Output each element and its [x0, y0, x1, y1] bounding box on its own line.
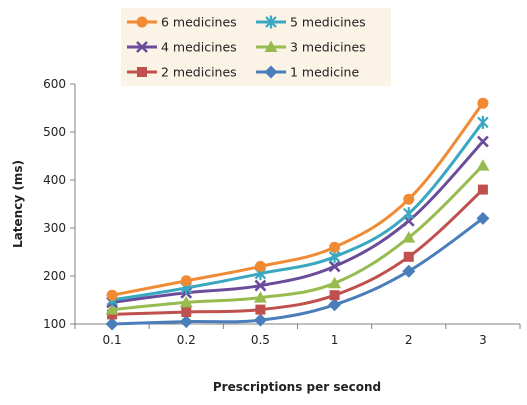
legend-item: 1 medicine: [256, 65, 359, 80]
legend-item: 5 medicines: [256, 15, 366, 30]
x-ticks: 0.1 0.2 0.5 1 2 3: [74, 324, 521, 347]
x-tick-label: 2: [405, 333, 413, 347]
series-line: [111, 164, 484, 312]
legend-item: 4 medicines: [127, 40, 237, 55]
data-point-marker: [402, 264, 416, 278]
series-line: [111, 140, 485, 304]
legend-swatch-marker: [265, 15, 277, 29]
data-point-marker: [402, 231, 416, 243]
series-6-medicines: [106, 97, 489, 301]
legend-item: 2 medicines: [127, 65, 237, 80]
data-point-marker: [255, 304, 266, 315]
series-line: [112, 217, 484, 326]
legend-label: 1 medicine: [290, 65, 359, 80]
legend: 6 medicines 5 medicines 4 medicines 3 medic…: [127, 15, 366, 80]
data-point-marker: [329, 290, 340, 301]
y-tick-label: 200: [43, 269, 66, 283]
data-point-marker: [181, 307, 192, 317]
legend-item: 6 medicines: [127, 15, 237, 30]
legend-swatch-marker: [264, 40, 278, 52]
legend-label: 4 medicines: [161, 40, 237, 55]
data-point-marker: [477, 115, 489, 129]
y-tick-label: 600: [43, 77, 66, 91]
data-point-marker: [476, 211, 490, 225]
data-point-marker: [328, 298, 342, 312]
y-tick-label: 400: [43, 173, 66, 187]
legend-label: 5 medicines: [290, 15, 366, 30]
legend-swatch-marker: [136, 16, 148, 28]
series-4-medicines: [106, 135, 489, 309]
data-point-marker: [179, 295, 193, 308]
y-tick-label: 100: [43, 317, 66, 331]
y-tick-label: 500: [43, 125, 66, 139]
data-point-marker: [253, 291, 267, 303]
data-point-marker: [180, 275, 192, 287]
x-axis-title: Prescriptions per second: [213, 380, 381, 394]
series-group: [105, 97, 490, 331]
data-point-marker: [106, 289, 118, 301]
y-tick-label: 300: [43, 221, 66, 235]
data-point-marker: [328, 276, 342, 289]
legend-swatch-marker: [137, 67, 147, 77]
legend-label: 6 medicines: [161, 15, 237, 30]
data-point-marker: [476, 135, 489, 148]
x-tick-label: 0.2: [177, 333, 196, 347]
legend-label: 3 medicines: [290, 40, 366, 55]
x-tick-label: 0.1: [103, 333, 122, 347]
legend-swatch-marker: [264, 65, 278, 79]
data-point-marker: [105, 317, 119, 331]
data-point-marker: [477, 97, 489, 109]
data-point-marker: [477, 184, 488, 195]
data-point-marker: [402, 207, 415, 221]
data-point-marker: [179, 315, 193, 329]
series-3-medicines: [105, 159, 490, 315]
data-point-marker: [254, 279, 267, 292]
series-line: [111, 121, 485, 302]
data-point-marker: [476, 159, 490, 171]
data-point-marker: [105, 303, 119, 315]
x-tick-label: 1: [331, 333, 339, 347]
series-2-medicines: [107, 184, 488, 320]
legend-item: 3 medicines: [256, 40, 366, 55]
data-point-marker: [329, 241, 341, 253]
data-point-marker: [254, 260, 266, 272]
data-point-marker: [403, 251, 414, 262]
series-1-medicine: [105, 211, 490, 331]
x-tick-label: 0.5: [251, 333, 270, 347]
y-ticks: 100 200 300 400 500 600: [43, 77, 75, 331]
legend-label: 2 medicines: [161, 65, 237, 80]
x-tick-label: 3: [479, 333, 487, 347]
legend-swatch-marker: [136, 41, 148, 53]
data-point-marker: [253, 313, 267, 327]
y-axis-title: Latency (ms): [11, 160, 25, 248]
data-point-marker: [328, 260, 341, 273]
data-point-marker: [403, 193, 415, 205]
